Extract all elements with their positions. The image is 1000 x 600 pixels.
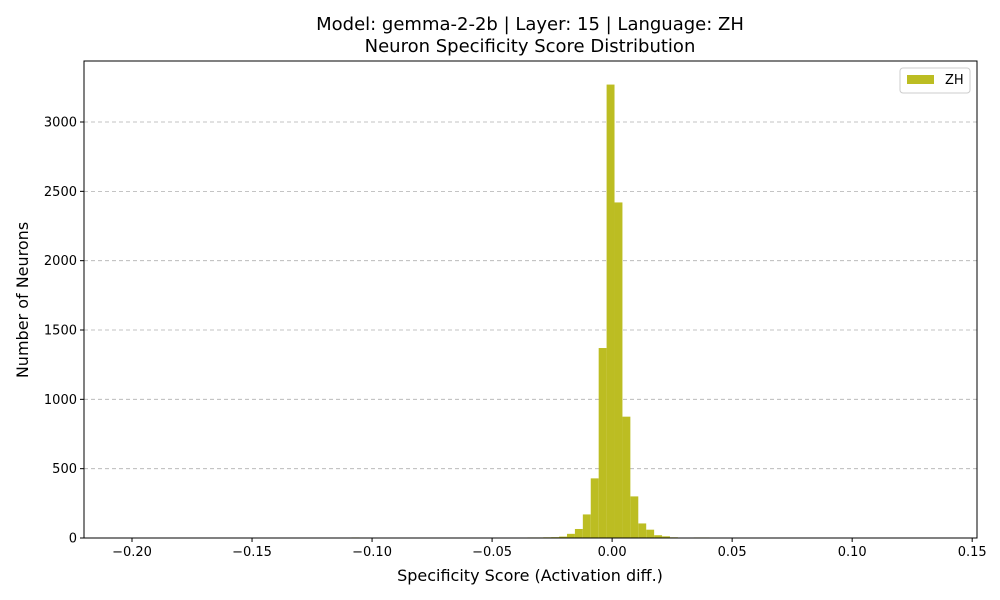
histogram-bar (590, 478, 599, 538)
x-tick-label: −0.05 (472, 545, 512, 560)
y-tick-label: 500 (52, 462, 77, 477)
y-tick-label: 1000 (44, 393, 77, 408)
legend-label: ZH (945, 73, 964, 88)
x-tick-label: −0.20 (112, 545, 152, 560)
histogram-bar (630, 496, 639, 538)
histogram-bar (598, 348, 607, 538)
legend-swatch (907, 75, 934, 84)
histogram-bar (638, 523, 647, 538)
x-tick-label: 0.15 (958, 545, 987, 560)
y-tick-label: 1500 (44, 324, 77, 339)
x-axis-label: Specificity Score (Activation diff.) (397, 566, 663, 585)
y-tick-label: 0 (69, 532, 77, 547)
legend: ZH (899, 67, 971, 94)
histogram-bar (606, 84, 615, 538)
y-tick-label: 3000 (44, 116, 77, 131)
y-axis-label: Number of Neurons (13, 222, 32, 378)
histogram-bar (566, 533, 575, 538)
y-axis-ticks: 0 500 1000 1500 2000 2500 3000 (44, 116, 84, 547)
y-gridlines (84, 121, 977, 470)
x-axis-ticks: −0.20 −0.15 −0.10 −0.05 0.00 0.05 0.10 0.15 (112, 538, 987, 560)
histogram-bar (646, 529, 655, 538)
x-tick-label: 0.05 (718, 545, 747, 560)
chart-title-line2: Neuron Specificity Score Distribution (365, 36, 696, 57)
histogram-bar (654, 535, 663, 538)
histogram-bar (614, 202, 623, 539)
x-tick-label: 0.10 (838, 545, 867, 560)
x-tick-label: −0.10 (352, 545, 392, 560)
histogram-bar (662, 536, 670, 538)
histogram-bar (582, 514, 591, 538)
legend-box (899, 67, 971, 94)
histogram-bar (574, 528, 583, 538)
y-tick-label: 2500 (44, 185, 77, 200)
histogram-bar (559, 536, 567, 538)
histogram-bar (622, 416, 631, 538)
y-tick-label: 2000 (44, 254, 77, 269)
x-tick-label: −0.15 (232, 545, 272, 560)
chart-title-line1: Model: gemma-2-2b | Layer: 15 | Language… (316, 14, 744, 35)
plot-frame (83, 60, 978, 539)
x-tick-label: 0.00 (598, 545, 627, 560)
